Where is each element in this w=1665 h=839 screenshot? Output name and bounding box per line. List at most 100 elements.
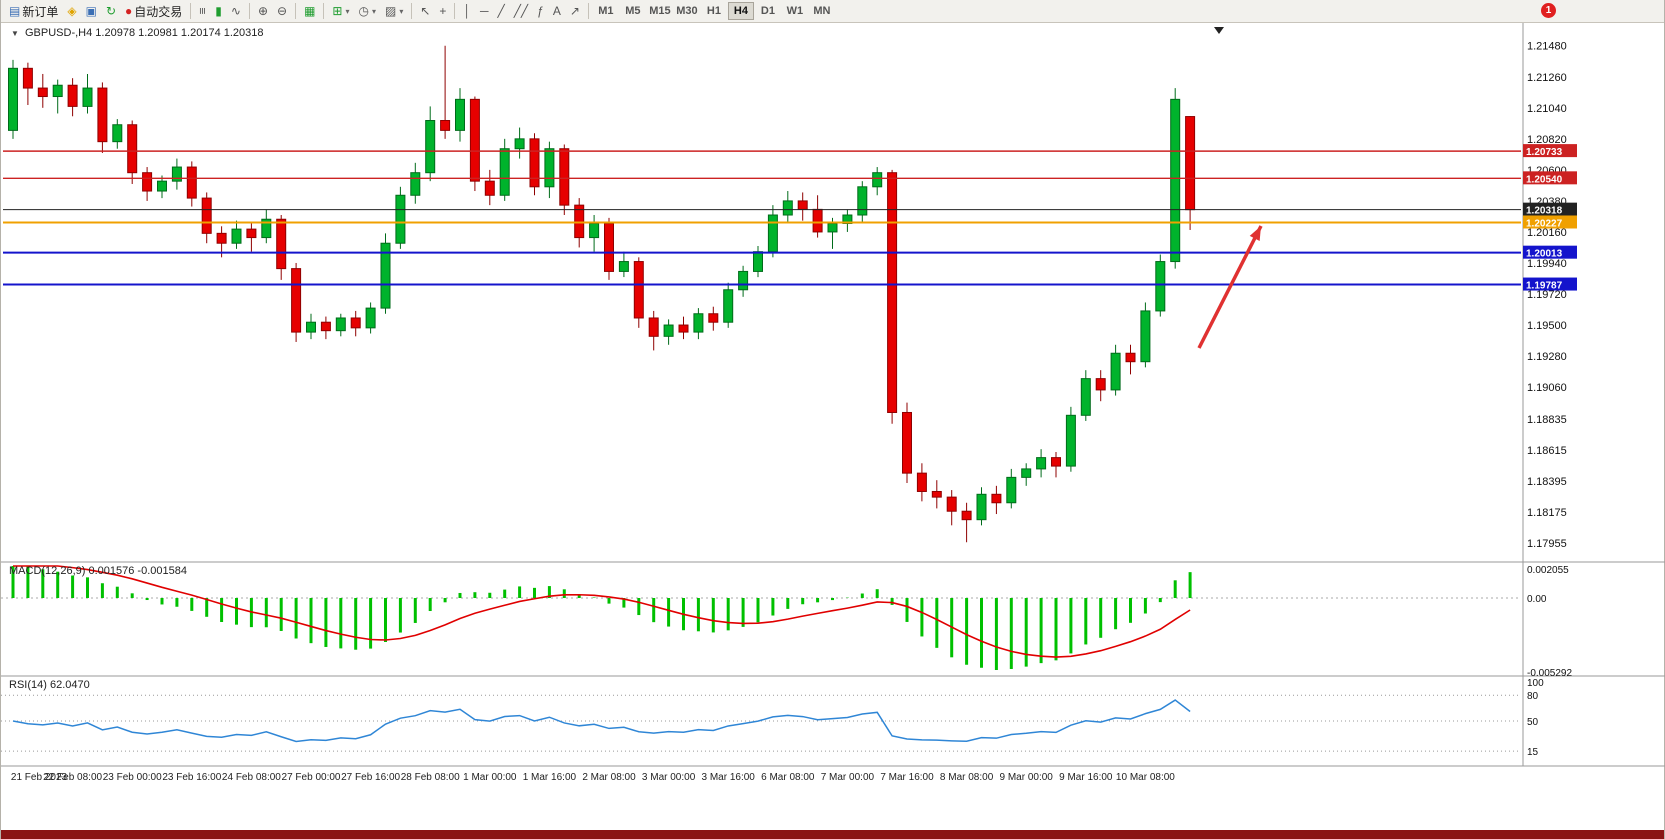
svg-text:1.20013: 1.20013 <box>1526 249 1563 260</box>
styles-button[interactable]: ◈ <box>63 2 80 20</box>
macd-indicator: 0.002055 0.00 -0.005292 <box>1 565 1572 679</box>
timeframe-d1[interactable]: D1 <box>755 2 781 20</box>
crosshair-button[interactable]: + <box>435 2 450 20</box>
timeframe-m1[interactable]: M1 <box>593 2 619 20</box>
svg-text:9 Mar 16:00: 9 Mar 16:00 <box>1059 772 1113 783</box>
svg-text:0.002055: 0.002055 <box>1527 565 1569 576</box>
svg-text:6 Mar 08:00: 6 Mar 08:00 <box>761 772 815 783</box>
templates-button[interactable]: ▨ ▾ <box>381 2 407 20</box>
svg-text:1.21040: 1.21040 <box>1527 103 1567 115</box>
profiles-button[interactable]: ▣ <box>82 2 101 20</box>
window-bottom-bar <box>1 830 1664 839</box>
svg-text:1.20540: 1.20540 <box>1526 174 1563 185</box>
svg-text:1.19720: 1.19720 <box>1527 289 1567 301</box>
toolbar-separator <box>295 3 297 19</box>
svg-text:9 Mar 00:00: 9 Mar 00:00 <box>1000 772 1054 783</box>
toolbar-separator <box>587 3 589 19</box>
zoom-out-button[interactable]: ⊖ <box>273 2 291 20</box>
text-tool-icon: A <box>552 4 561 18</box>
svg-text:15: 15 <box>1527 747 1539 758</box>
styles-icon: ◈ <box>67 4 77 18</box>
trendline-button[interactable]: ╱ <box>493 2 508 20</box>
cursor-button[interactable]: ↖ <box>416 2 434 20</box>
toolbar-separator <box>323 3 325 19</box>
level-price-tag <box>1523 277 1577 291</box>
annotation-arrow[interactable] <box>1197 225 1263 349</box>
svg-text:24 Feb 08:00: 24 Feb 08:00 <box>222 772 281 783</box>
level-price-tag <box>1523 171 1577 185</box>
toolbar-separator <box>248 3 250 19</box>
refresh-button[interactable]: ↻ <box>102 2 120 20</box>
svg-text:7 Mar 00:00: 7 Mar 00:00 <box>821 772 875 783</box>
arrows-tool-button[interactable]: ↗ <box>566 2 584 20</box>
chart-bars-button[interactable]: ≡ <box>195 2 210 20</box>
level-price-tag <box>1523 215 1577 229</box>
svg-text:3 Mar 16:00: 3 Mar 16:00 <box>702 772 756 783</box>
zoom-out-icon: ⊖ <box>277 4 288 18</box>
horizontal-line-button[interactable]: ─ <box>476 2 493 20</box>
fibonacci-button[interactable]: ƒ <box>533 2 548 20</box>
toolbar-separator <box>411 3 413 19</box>
level-price-tag <box>1523 245 1577 259</box>
auto-trading-button[interactable]: ● 自动交易 <box>121 2 186 20</box>
candlestick-icon: ▮ <box>215 4 222 18</box>
svg-text:1.18835: 1.18835 <box>1527 414 1567 426</box>
bar-chart-icon: ≡ <box>195 7 210 15</box>
svg-text:1.18615: 1.18615 <box>1527 445 1567 457</box>
timeframe-w1[interactable]: W1 <box>782 2 808 20</box>
channel-icon: ╱╱ <box>513 4 529 18</box>
level-price-tag <box>1523 144 1577 158</box>
svg-text:1 Mar 16:00: 1 Mar 16:00 <box>523 772 577 783</box>
indicators-button[interactable]: ⊞ ▾ <box>328 2 353 20</box>
fibonacci-icon: ƒ <box>537 4 544 18</box>
line-chart-icon: ∿ <box>230 4 241 18</box>
svg-text:1.20820: 1.20820 <box>1527 134 1567 146</box>
timeframe-h4[interactable]: H4 <box>727 2 754 20</box>
timeframe-h1[interactable]: H1 <box>701 2 727 20</box>
timeframe-mn[interactable]: MN <box>809 2 835 20</box>
text-tool-button[interactable]: A <box>549 2 565 20</box>
chart-canvas[interactable]: 1.214801.212601.210401.208201.206001.203… <box>1 22 1665 830</box>
svg-text:23 Feb 16:00: 23 Feb 16:00 <box>162 772 221 783</box>
new-order-icon: ▤ <box>9 4 21 18</box>
timeframe-m30[interactable]: M30 <box>674 2 700 20</box>
chart-line-button[interactable]: ∿ <box>227 2 245 20</box>
periods-button[interactable]: ◷ ▾ <box>355 2 381 20</box>
svg-text:27 Feb 16:00: 27 Feb 16:00 <box>341 772 400 783</box>
toolbar-separator <box>190 3 192 19</box>
svg-text:1.18175: 1.18175 <box>1527 507 1567 519</box>
auto-trading-label: 自动交易 <box>134 4 183 19</box>
notification-badge[interactable]: 1 <box>1541 3 1556 18</box>
chevron-down-icon: ▾ <box>371 6 376 16</box>
trendline-icon: ╱ <box>497 4 505 18</box>
price-axis[interactable]: 1.214801.212601.210401.208201.206001.203… <box>1527 41 1567 550</box>
svg-text:1.19940: 1.19940 <box>1527 258 1567 270</box>
svg-text:1.20318: 1.20318 <box>1526 206 1563 217</box>
timeframe-m15[interactable]: M15 <box>647 2 673 20</box>
svg-text:10 Mar 08:00: 10 Mar 08:00 <box>1116 772 1175 783</box>
panel-dividers <box>1 22 1665 767</box>
chevron-down-icon: ▾ <box>345 6 350 16</box>
cursor-icon: ↖ <box>420 4 431 18</box>
svg-text:1.20227: 1.20227 <box>1526 218 1563 229</box>
tile-windows-button[interactable]: ▦ <box>300 2 319 20</box>
svg-text:-0.005292: -0.005292 <box>1527 668 1572 679</box>
chart-candles-button[interactable]: ▮ <box>211 2 226 20</box>
vertical-line-button[interactable]: │ <box>459 2 475 20</box>
crosshair-icon: + <box>439 4 447 18</box>
channel-button[interactable]: ╱╱ <box>510 2 532 20</box>
indicators-icon: ⊞ <box>332 4 343 18</box>
svg-text:1 Mar 00:00: 1 Mar 00:00 <box>463 772 517 783</box>
timeframe-m5[interactable]: M5 <box>620 2 646 20</box>
main-toolbar: ▤ 新订单 ◈ ▣ ↻ ● 自动交易 ≡ ▮ ∿ ⊕ ⊖ ▦ ⊞ ▾ ◷ ▾ ▨ <box>1 0 1664 23</box>
svg-text:22 Feb 08:00: 22 Feb 08:00 <box>43 772 102 783</box>
vertical-line-icon: │ <box>463 4 471 18</box>
zoom-in-button[interactable]: ⊕ <box>254 2 272 20</box>
zoom-in-icon: ⊕ <box>257 4 269 18</box>
new-order-button[interactable]: ▤ 新订单 <box>5 2 62 20</box>
svg-text:8 Mar 08:00: 8 Mar 08:00 <box>940 772 994 783</box>
tile-windows-icon: ▦ <box>304 4 316 18</box>
